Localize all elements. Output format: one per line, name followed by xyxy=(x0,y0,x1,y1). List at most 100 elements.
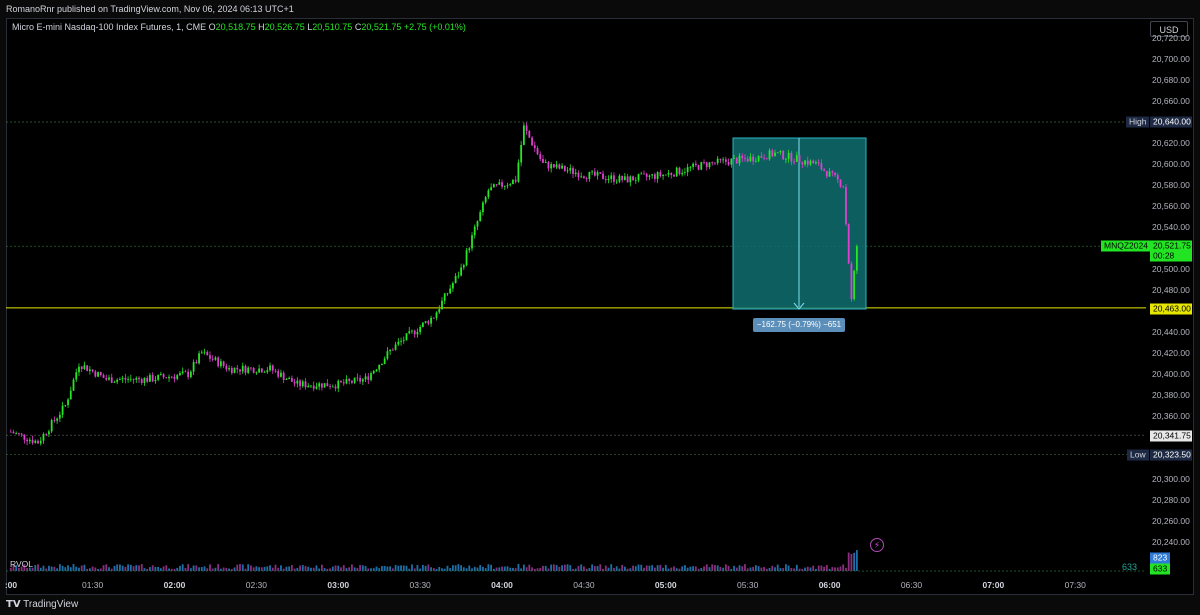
price-chart[interactable] xyxy=(6,18,1146,595)
lightning-icon[interactable]: ⚡ xyxy=(870,538,884,552)
candle xyxy=(359,378,362,382)
volume-bar xyxy=(372,568,375,571)
candle xyxy=(465,250,468,266)
volume-bar xyxy=(209,564,211,571)
volume-bar xyxy=(615,566,618,571)
candle xyxy=(741,155,744,159)
rvol-indicator-label[interactable]: RVOL xyxy=(10,559,33,569)
candle xyxy=(28,439,31,442)
volume-bar xyxy=(561,565,563,571)
volume-bar xyxy=(173,568,176,571)
high-label: H xyxy=(258,22,265,32)
volume-bar xyxy=(473,566,476,571)
volume-bar xyxy=(454,565,457,571)
candle xyxy=(285,379,288,380)
volume-bar xyxy=(239,564,241,571)
candle xyxy=(250,367,252,369)
high-price-label: 20,640.00 xyxy=(1150,116,1192,128)
volume-bar xyxy=(446,565,449,571)
candle xyxy=(372,370,375,374)
volume-bar xyxy=(361,565,364,571)
volume-bar xyxy=(667,568,670,571)
candle xyxy=(602,173,604,180)
brand-name: TradingView xyxy=(23,599,79,610)
candle xyxy=(714,162,716,164)
candle xyxy=(662,174,664,177)
candle xyxy=(138,377,140,380)
candle xyxy=(476,221,479,227)
candle xyxy=(675,167,678,177)
volume-bar xyxy=(733,565,735,571)
close-value: 20,521.75 xyxy=(361,22,402,32)
candle xyxy=(23,434,26,440)
volume-bar xyxy=(375,566,378,571)
volume-bar xyxy=(110,568,113,571)
candle xyxy=(503,185,506,187)
current-symbol-tag: MNQZ2024 xyxy=(1101,240,1151,252)
volume-bar xyxy=(831,567,834,571)
measure-tool-label[interactable]: −162.75 (−0.79%) −651 xyxy=(753,318,845,332)
candle xyxy=(78,366,80,373)
volume-bar xyxy=(577,565,580,571)
volume-bar xyxy=(815,568,817,571)
candle xyxy=(855,246,858,271)
candle xyxy=(443,293,446,301)
candle xyxy=(473,226,476,236)
candle xyxy=(225,365,228,370)
candle xyxy=(86,365,89,372)
volume-bar xyxy=(168,568,170,571)
low-label: L xyxy=(307,22,313,32)
volume-bar xyxy=(517,564,520,571)
candle xyxy=(700,162,703,170)
chart-pane[interactable] xyxy=(6,18,1194,595)
candle xyxy=(203,351,206,353)
candle xyxy=(790,152,793,162)
candle xyxy=(694,163,697,166)
price-tick: 20,560.00 xyxy=(1152,201,1190,211)
candle xyxy=(413,330,416,335)
candle xyxy=(735,158,738,164)
candle xyxy=(12,431,15,434)
volume-bar xyxy=(408,568,411,571)
volume-bar xyxy=(836,567,839,571)
candle xyxy=(577,172,580,178)
candle xyxy=(228,368,230,370)
volume-bar xyxy=(348,567,351,571)
volume-bar xyxy=(555,565,558,571)
volume-bar xyxy=(795,564,798,571)
volume-bar xyxy=(383,565,386,571)
volume-bar xyxy=(855,550,858,571)
volume-bar xyxy=(124,566,127,571)
volume-bar xyxy=(471,568,473,571)
candle xyxy=(585,178,588,179)
publish-header: RomanoRnr published on TradingView.com, … xyxy=(0,0,1200,18)
volume-bar xyxy=(119,564,121,571)
candle xyxy=(135,377,138,380)
volume-bar xyxy=(359,564,362,571)
volume-bar xyxy=(307,566,310,571)
time-tick: 04:30 xyxy=(573,580,595,590)
volume-bar xyxy=(75,566,78,571)
candle xyxy=(817,162,820,164)
candle xyxy=(492,184,495,188)
volume-bar xyxy=(817,565,820,571)
candle xyxy=(375,369,378,371)
volume-bar xyxy=(337,565,340,571)
candle xyxy=(239,369,241,372)
candle xyxy=(42,434,45,441)
volume-bar xyxy=(744,564,746,571)
volume-bar xyxy=(58,564,61,571)
currency-button[interactable]: USD xyxy=(1150,21,1188,37)
candle xyxy=(241,365,244,372)
candle xyxy=(722,159,725,161)
low-tag: Low xyxy=(1127,449,1149,461)
candle xyxy=(244,365,247,373)
candle xyxy=(795,155,798,162)
volume-bar xyxy=(490,564,493,571)
volume-bar xyxy=(48,565,50,571)
candle xyxy=(670,172,673,176)
volume-bar xyxy=(351,564,353,571)
candle xyxy=(184,371,187,373)
volume-bar xyxy=(187,564,190,571)
volume-bar xyxy=(280,565,282,571)
